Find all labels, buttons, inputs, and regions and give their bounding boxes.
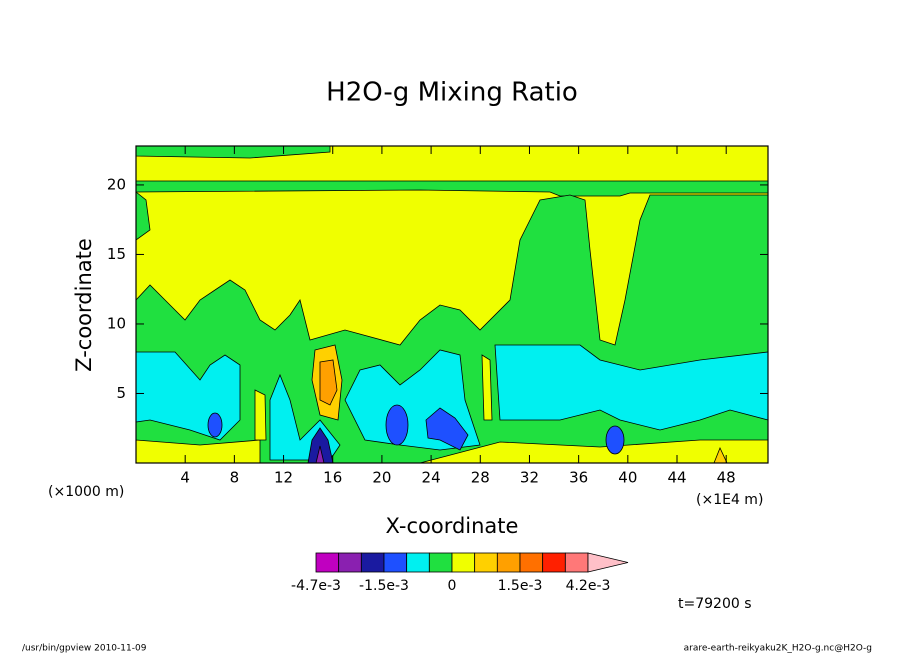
colorbar-box bbox=[451, 552, 476, 573]
colorbar-box bbox=[564, 552, 589, 573]
colorbar-box bbox=[338, 552, 362, 573]
x-tick-label: 40 bbox=[618, 469, 637, 487]
y-tick-label: 20 bbox=[107, 175, 126, 193]
contour-region bbox=[605, 425, 625, 455]
x-tick-label: 8 bbox=[230, 469, 240, 487]
contour-region bbox=[207, 412, 223, 438]
footer-right: arare-earth-reikyaku2K_H2O-g.nc@H2O-g bbox=[684, 644, 872, 654]
colorbar-box bbox=[383, 552, 408, 573]
x-tick-label: 32 bbox=[520, 469, 539, 487]
x-tick-label: 4 bbox=[180, 469, 190, 487]
footer-left: /usr/bin/gpview 2010-11-09 bbox=[22, 644, 147, 654]
colorbar-box bbox=[428, 552, 453, 573]
colorbar-box bbox=[542, 552, 566, 573]
y-tick-label: 10 bbox=[107, 314, 126, 332]
colorbar-label: 1.5e-3 bbox=[498, 578, 543, 594]
y-tick-label: 5 bbox=[116, 384, 126, 402]
contour-region bbox=[385, 404, 409, 446]
y-tick-label: 15 bbox=[107, 245, 126, 263]
x-axis-label: X-coordinate bbox=[386, 514, 519, 538]
colorbar-box bbox=[406, 552, 430, 573]
colorbar-box bbox=[496, 552, 521, 573]
x-tick-label: 44 bbox=[667, 469, 686, 487]
x-tick-label: 36 bbox=[569, 469, 588, 487]
plot-area bbox=[135, 145, 769, 464]
contour-region bbox=[481, 354, 493, 421]
x-tick-label: 24 bbox=[422, 469, 441, 487]
x-tick-label: 48 bbox=[717, 469, 736, 487]
plot-frame bbox=[135, 145, 769, 464]
x-tick-label: 28 bbox=[471, 469, 490, 487]
colorbar-box bbox=[315, 552, 340, 573]
y-unit: (×1000 m) bbox=[48, 484, 124, 500]
contour-region bbox=[254, 389, 267, 441]
colorbar-extension bbox=[587, 552, 629, 573]
contour-region bbox=[319, 359, 338, 406]
contour-region bbox=[494, 344, 769, 431]
x-unit: (×1E4 m) bbox=[696, 492, 763, 508]
colorbar-box bbox=[474, 552, 498, 573]
x-tick-label: 12 bbox=[274, 469, 293, 487]
colorbar-label: 4.2e-3 bbox=[566, 578, 611, 594]
contour-region bbox=[425, 407, 469, 451]
colorbar-box bbox=[519, 552, 544, 573]
colorbar-label: -4.7e-3 bbox=[291, 578, 341, 594]
x-tick-label: 16 bbox=[323, 469, 342, 487]
y-axis-label: Z-coordinate bbox=[72, 238, 96, 372]
colorbar-label: -1.5e-3 bbox=[359, 578, 409, 594]
x-tick-label: 20 bbox=[372, 469, 391, 487]
colorbar-label: 0 bbox=[448, 578, 457, 594]
colorbar-box bbox=[360, 552, 385, 573]
time-label: t=79200 s bbox=[678, 596, 752, 612]
chart-title: H2O-g Mixing Ratio bbox=[326, 78, 578, 108]
